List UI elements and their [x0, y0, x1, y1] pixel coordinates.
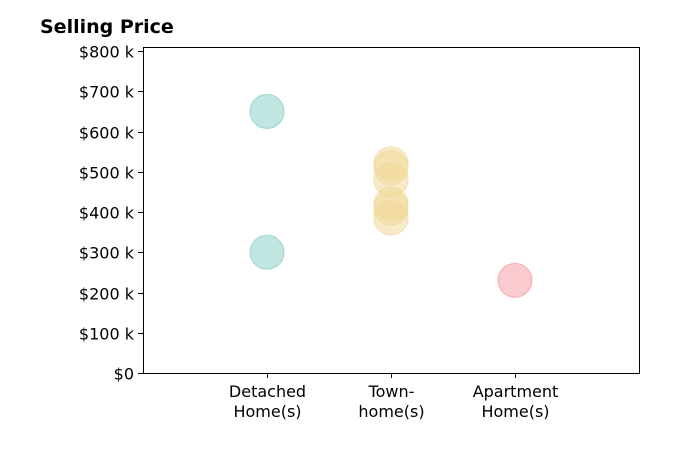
y-tick-label: $700 k: [79, 83, 135, 102]
x-axis: Detached Home(s) Town-home(s) Apartment Home…: [229, 373, 558, 421]
y-tick-label: $300 k: [79, 244, 135, 263]
data-point: [249, 234, 285, 270]
y-tick-label: $500 k: [79, 164, 135, 183]
y-axis: $0 $100 k $200 k $300 k $400 k $500 k $600 k $7…: [79, 43, 143, 384]
x-tick-label: Town-home(s): [358, 382, 424, 421]
chart-title: Selling Price: [40, 16, 174, 38]
x-tick-label: Detached Home(s): [229, 382, 306, 421]
y-tick-label: $0: [114, 365, 134, 384]
y-tick-label: $100 k: [79, 325, 135, 344]
data-point: [497, 262, 533, 298]
data-point: [373, 200, 409, 236]
y-tick-label: $600 k: [79, 124, 135, 143]
data-points: [249, 93, 533, 298]
x-tick-label: Apartment Home(s): [473, 382, 559, 421]
y-tick-label: $800 k: [79, 43, 135, 62]
data-point: [249, 93, 285, 129]
y-tick-label: $200 k: [79, 285, 135, 304]
y-tick-label: $400 k: [79, 204, 135, 223]
